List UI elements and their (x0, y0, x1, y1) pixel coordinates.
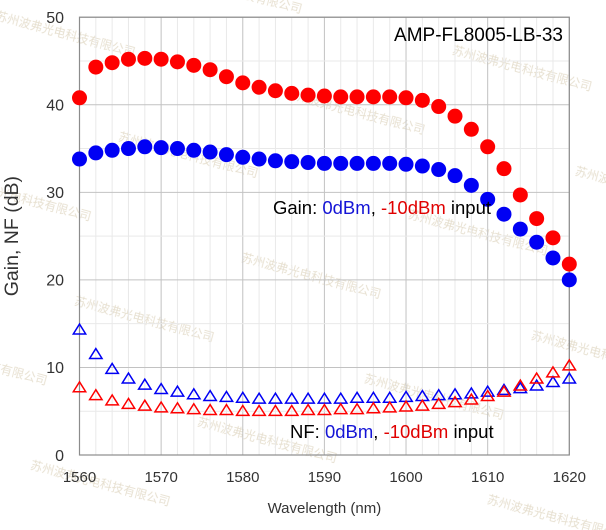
svg-text:1580: 1580 (226, 469, 259, 486)
svg-text:1600: 1600 (389, 469, 422, 486)
svg-text:NF: 0dBm, -10dBm input: NF: 0dBm, -10dBm input (290, 421, 494, 442)
svg-text:Gain: 0dBm, -10dBm input: Gain: 0dBm, -10dBm input (273, 197, 491, 218)
svg-text:AMP-FL8005-LB-33: AMP-FL8005-LB-33 (394, 25, 563, 46)
svg-text:50: 50 (46, 10, 64, 27)
svg-text:20: 20 (46, 273, 64, 290)
svg-text:Wavelength (nm): Wavelength (nm) (268, 500, 382, 517)
svg-text:0: 0 (55, 448, 64, 465)
svg-text:Gain, NF (dB): Gain, NF (dB) (1, 176, 23, 296)
svg-text:1590: 1590 (308, 469, 341, 486)
svg-text:1560: 1560 (63, 469, 96, 486)
svg-text:1570: 1570 (144, 469, 177, 486)
svg-text:1610: 1610 (471, 469, 504, 486)
svg-text:1620: 1620 (553, 469, 586, 486)
svg-text:40: 40 (46, 98, 64, 115)
svg-text:30: 30 (46, 185, 64, 202)
svg-text:10: 10 (46, 360, 64, 377)
